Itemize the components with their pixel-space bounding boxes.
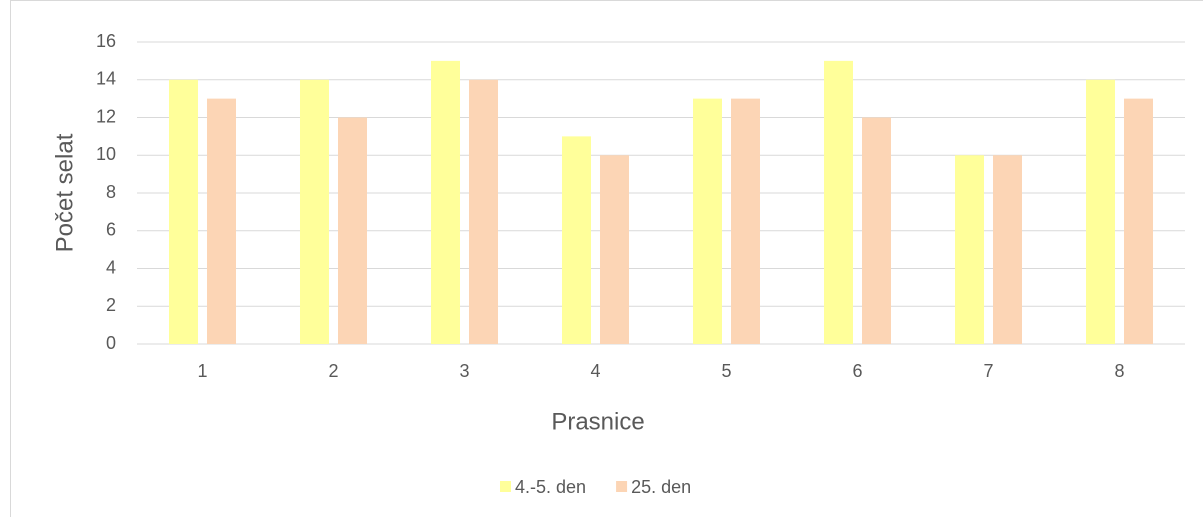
bar	[955, 155, 984, 344]
bar	[469, 79, 498, 344]
x-tick-label: 3	[459, 361, 469, 381]
y-tick-label: 14	[96, 69, 116, 89]
x-tick-label: 2	[328, 361, 338, 381]
bar	[824, 60, 853, 344]
bar	[600, 155, 629, 344]
legend-label: 25. den	[631, 477, 691, 497]
x-tick-label: 7	[983, 361, 993, 381]
bar	[300, 79, 329, 344]
legend-label: 4.-5. den	[515, 477, 586, 497]
legend-swatch	[616, 481, 628, 492]
bar	[1086, 79, 1115, 344]
legend-swatch	[500, 481, 511, 492]
bar	[862, 117, 891, 344]
bar	[169, 79, 198, 344]
y-tick-label: 6	[106, 220, 116, 240]
x-tick-label: 8	[1114, 361, 1124, 381]
bar	[431, 60, 460, 344]
x-tick-label: 1	[197, 361, 207, 381]
y-tick-label: 10	[96, 144, 116, 164]
y-tick-label: 12	[96, 106, 116, 126]
bar	[693, 98, 722, 344]
x-tick-label: 6	[852, 361, 862, 381]
bar	[731, 98, 760, 344]
x-tick-label: 5	[721, 361, 731, 381]
bar	[1124, 98, 1153, 344]
x-tick-label: 4	[590, 361, 600, 381]
y-tick-label: 4	[106, 257, 116, 277]
bar	[207, 98, 236, 344]
y-tick-label: 16	[96, 31, 116, 51]
bar	[562, 136, 591, 344]
y-tick-label: 8	[106, 182, 116, 202]
x-axis-title: Prasnice	[551, 408, 644, 435]
y-tick-label: 0	[106, 333, 116, 353]
bar	[338, 117, 367, 344]
y-axis-title: Počet selat	[51, 133, 78, 252]
bar	[993, 155, 1022, 344]
y-tick-label: 2	[106, 295, 116, 315]
